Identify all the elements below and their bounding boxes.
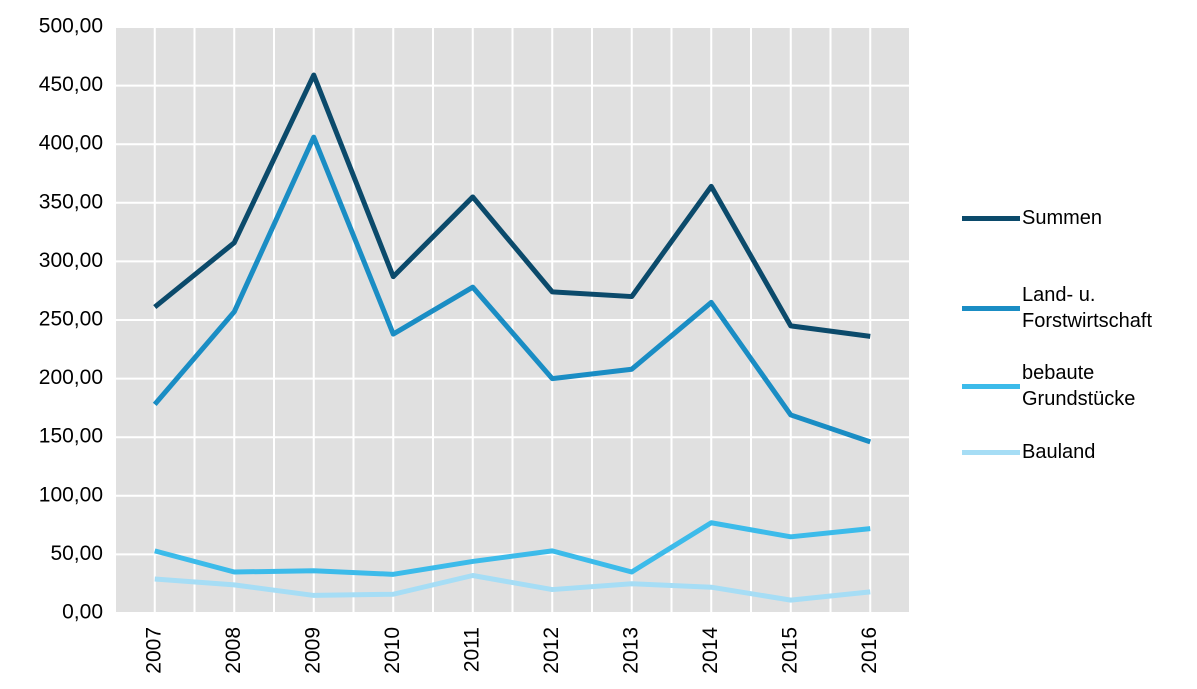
y-tick-label: 300,00	[39, 249, 103, 272]
legend-swatch	[962, 383, 1020, 389]
y-tick-label: 50,00	[50, 542, 103, 565]
series-line	[154, 572, 871, 603]
legend-label: bebaute Grundstücke	[1022, 362, 1136, 410]
y-tick-label: 400,00	[39, 132, 103, 155]
y-tick-label: 0,00	[62, 601, 103, 624]
x-tick-label: 2015	[778, 627, 801, 674]
legend-swatch	[962, 449, 1020, 455]
legend-label: Land- u. Forstwirtschaft	[1022, 284, 1153, 332]
y-tick-label: 200,00	[39, 366, 103, 389]
series-line	[154, 520, 871, 577]
y-tick-label: 450,00	[39, 73, 103, 96]
legend-label: Bauland	[1022, 441, 1096, 463]
x-tick-label: 2008	[222, 627, 245, 674]
y-tick-label: 100,00	[39, 483, 103, 506]
x-tick-label: 2010	[381, 627, 404, 674]
legend-item: Bauland	[962, 439, 1197, 465]
y-tick-label: 150,00	[39, 425, 103, 448]
series-line	[152, 134, 872, 445]
legend-item: Summen	[962, 205, 1197, 231]
legend-swatch	[962, 305, 1020, 311]
x-tick-label: 2007	[142, 627, 165, 674]
legend-item: Land- u. Forstwirtschaft	[962, 282, 1197, 334]
legend-swatch	[962, 215, 1020, 221]
y-tick-label: 350,00	[39, 190, 103, 213]
series-line	[153, 72, 871, 339]
x-tick-label: 2009	[301, 627, 324, 674]
legend-item: bebaute Grundstücke	[962, 360, 1197, 412]
x-tick-label: 2013	[619, 627, 642, 674]
legend-label: Summen	[1022, 207, 1103, 229]
x-tick-label: 2016	[858, 627, 881, 674]
x-tick-label: 2012	[540, 627, 563, 674]
y-tick-label: 250,00	[39, 308, 103, 331]
y-tick-label: 500,00	[39, 15, 103, 38]
x-tick-label: 2011	[460, 627, 483, 672]
x-tick-label: 2014	[699, 627, 722, 674]
